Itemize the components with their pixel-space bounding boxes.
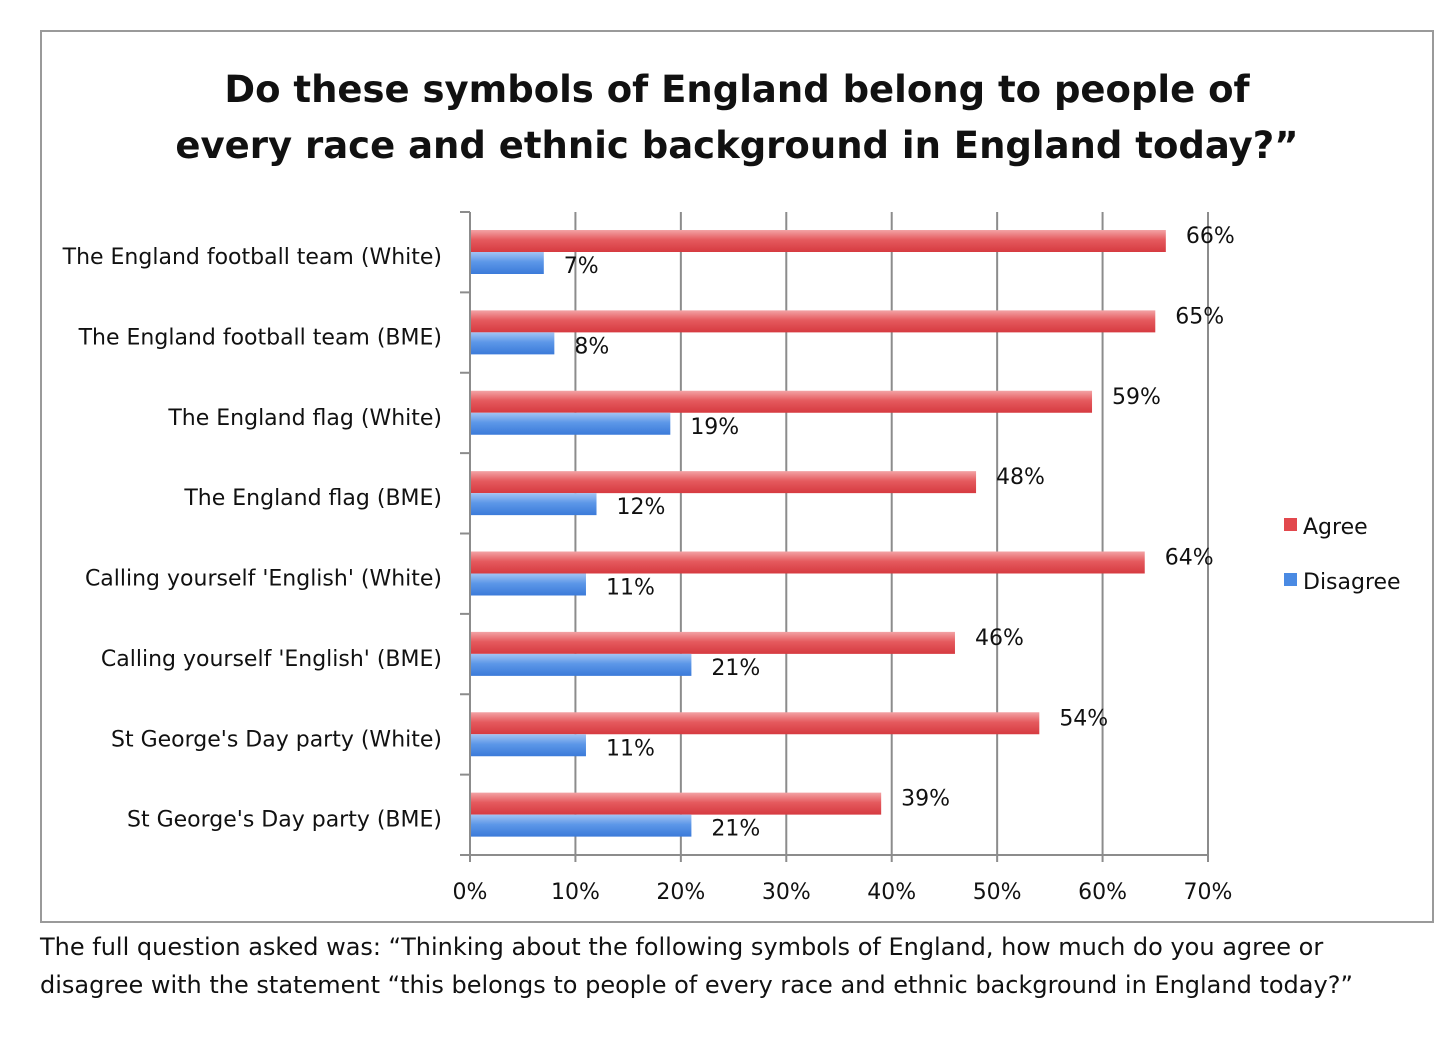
category-label-2: The England flag (White) (167, 406, 442, 431)
caption-line-2: disagree with the statement “this belong… (40, 971, 1353, 999)
chart-title-line-1: Do these symbols of England belong to pe… (224, 68, 1250, 111)
data-label-disagree-5: 21% (711, 656, 760, 681)
data-label-disagree-1: 8% (574, 334, 609, 359)
x-tick-label-10: 10% (551, 880, 600, 905)
chart-title: Do these symbols of England belong to pe… (40, 62, 1434, 174)
bar-agree-1 (470, 310, 1156, 333)
category-label-3: The England flag (BME) (183, 486, 442, 511)
labels: 0% 10% 20% 30% 40% 50% 60% 70% The England footb… (62, 224, 1235, 905)
legend-label-agree: Agree (1303, 515, 1368, 540)
x-tick-label-40: 40% (867, 880, 916, 905)
bar-disagree-3 (470, 493, 597, 516)
bar-agree-7 (470, 792, 882, 815)
bar-disagree-2 (470, 412, 671, 435)
bar-agree-3 (470, 471, 977, 494)
data-label-agree-0: 66% (1186, 224, 1235, 249)
bar-disagree-5 (470, 653, 692, 676)
category-label-6: St George's Day party (White) (111, 727, 442, 752)
data-label-disagree-4: 11% (606, 576, 655, 601)
caption-line-1: The full question asked was: “Thinking a… (40, 933, 1324, 961)
bars (470, 230, 1166, 837)
x-tick-label-30: 30% (762, 880, 811, 905)
data-label-agree-6: 54% (1059, 706, 1108, 731)
chart-title-line-2: every race and ethnic background in Engl… (175, 124, 1299, 167)
category-label-5: Calling yourself 'English' (BME) (101, 647, 442, 672)
bar-disagree-0 (470, 252, 544, 274)
bar-agree-4 (470, 551, 1145, 574)
data-label-agree-1: 65% (1175, 304, 1224, 329)
x-tick-label-60: 60% (1078, 880, 1127, 905)
x-tick-label-0: 0% (453, 880, 488, 905)
grid-lines (574, 212, 1209, 855)
x-tick-label-70: 70% (1184, 880, 1233, 905)
bar-disagree-4 (470, 573, 586, 596)
x-tick-label-50: 50% (973, 880, 1022, 905)
bar-disagree-1 (470, 332, 555, 355)
data-label-agree-2: 59% (1112, 385, 1161, 410)
data-label-agree-5: 46% (975, 626, 1024, 651)
bar-agree-2 (470, 390, 1093, 413)
data-label-disagree-0: 7% (564, 254, 599, 279)
axes (460, 211, 1209, 862)
bar-agree-6 (470, 712, 1040, 735)
category-label-4: Calling yourself 'English' (White) (85, 567, 442, 592)
data-label-agree-7: 39% (901, 787, 950, 812)
x-tick-label-20: 20% (656, 880, 705, 905)
bar-agree-0 (470, 230, 1166, 252)
legend-label-disagree: Disagree (1303, 570, 1401, 595)
category-label-0: The England football team (White) (62, 245, 442, 270)
data-label-disagree-2: 19% (690, 415, 739, 440)
data-label-agree-4: 64% (1165, 546, 1214, 571)
legend: Agree Disagree (1284, 515, 1401, 595)
bar-agree-5 (470, 631, 955, 654)
category-label-7: St George's Day party (BME) (127, 808, 442, 833)
legend-swatch-agree (1284, 518, 1297, 531)
data-label-agree-3: 48% (996, 465, 1045, 490)
bar-disagree-6 (470, 734, 586, 757)
data-label-disagree-6: 11% (606, 736, 655, 761)
bar-disagree-7 (470, 814, 692, 837)
legend-swatch-disagree (1284, 573, 1297, 586)
caption: The full question asked was: “Thinking a… (40, 928, 1440, 1004)
category-label-1: The England football team (BME) (78, 325, 442, 350)
data-label-disagree-7: 21% (711, 817, 760, 842)
data-label-disagree-3: 12% (617, 495, 666, 520)
